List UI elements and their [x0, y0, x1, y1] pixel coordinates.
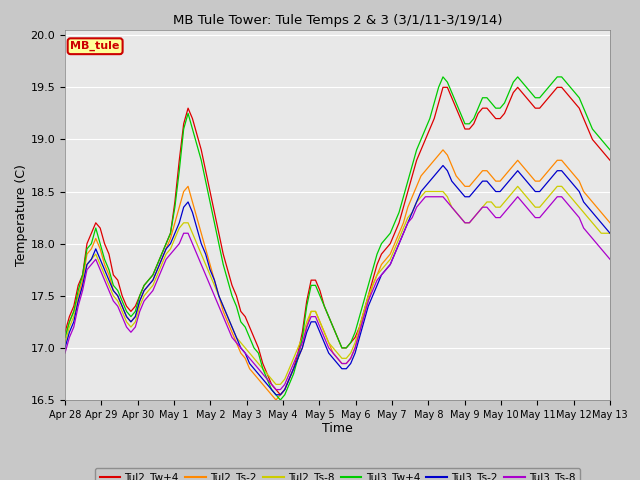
Y-axis label: Temperature (C): Temperature (C) — [15, 164, 28, 266]
X-axis label: Time: Time — [322, 422, 353, 435]
Legend: Tul2_Tw+4, Tul2_Ts-2, Tul2_Ts-8, Tul3_Tw+4, Tul3_Ts-2, Tul3_Ts-8: Tul2_Tw+4, Tul2_Ts-2, Tul2_Ts-8, Tul3_Tw… — [95, 468, 580, 480]
Title: MB Tule Tower: Tule Temps 2 & 3 (3/1/11-3/19/14): MB Tule Tower: Tule Temps 2 & 3 (3/1/11-… — [173, 14, 502, 27]
Text: MB_tule: MB_tule — [70, 41, 120, 51]
